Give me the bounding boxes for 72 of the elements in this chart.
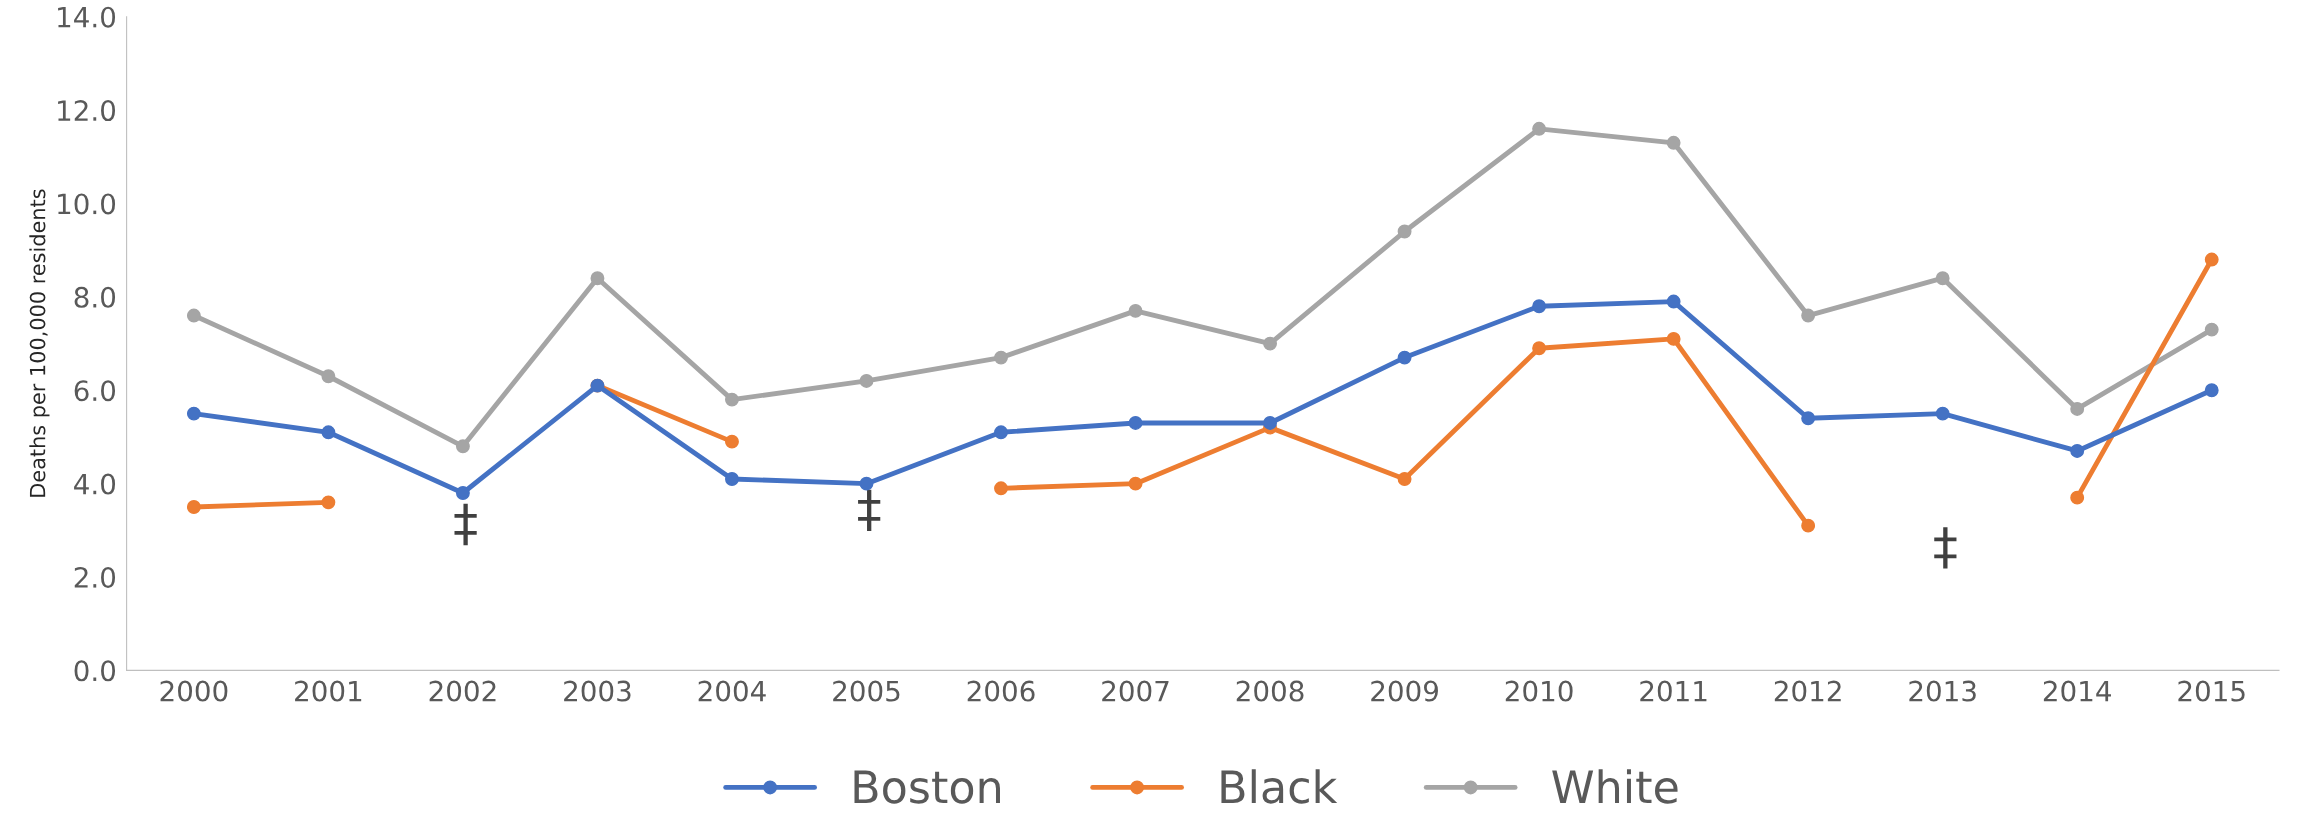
point [2070,490,2085,505]
point [1128,303,1143,318]
point [725,472,739,486]
point [2070,401,2085,416]
point [1666,331,1681,346]
point [2070,444,2085,458]
point [186,406,201,421]
point [1532,121,1547,136]
x-tick-label: 2012 [1774,680,1841,702]
point [321,369,336,384]
x-tick-label: 2007 [1102,680,1169,702]
x-tick-label: 2006 [967,680,1035,702]
y-tick-label: 0.0 [74,660,116,682]
y-axis-title: Deaths per 100,000 residents [29,189,50,497]
x-tick-label: 2000 [160,680,228,702]
point [1532,341,1547,356]
point [2204,383,2219,398]
point [994,350,1008,365]
point [1263,336,1278,351]
point [1666,294,1681,309]
point [1666,135,1681,150]
point [1935,271,1950,286]
x-tick-label: 2015 [2178,680,2245,702]
annotation: ‡ [858,489,881,532]
x-tick-label: 2014 [2043,680,2111,702]
point [1532,299,1547,314]
point [725,434,739,449]
y-tick-label: 6.0 [74,380,116,402]
x-tick-label: 2013 [1909,680,1976,702]
x-tick-label: 2009 [1371,680,1438,702]
point [1801,518,1816,533]
legend-label: Black [1221,769,1338,804]
point [2204,322,2219,337]
point [1397,224,1412,239]
x-tick-label: 2008 [1236,680,1304,702]
legend-label: Boston [854,770,1000,804]
point [1128,476,1143,491]
point [1801,411,1816,426]
annotation: ‡ [1934,527,1957,569]
x-tick-label: 2011 [1640,680,1707,702]
point [994,425,1008,440]
point [321,425,336,440]
point [1397,472,1412,486]
x-tick-label: 2005 [833,680,900,702]
point [590,271,605,286]
point [186,500,201,514]
point [994,481,1008,496]
x-tick-label: 2002 [429,680,496,702]
x-tick-label: 2003 [564,680,631,702]
y-tick-label: 2.0 [74,566,116,588]
point [1128,416,1143,430]
point [455,486,470,500]
point [186,308,201,323]
point [1263,416,1278,430]
x-tick-label: 2010 [1505,680,1573,702]
point [1397,350,1412,365]
x-tick-label: 2001 [295,680,362,702]
y-tick-label: 10.0 [58,193,116,215]
y-tick-label: 4.0 [74,473,116,495]
point [2204,252,2219,267]
y-tick-label: 14.0 [58,6,116,28]
point [725,392,739,407]
legend-label: White [1552,769,1678,804]
y-tick-label: 12.0 [58,100,116,122]
point [455,439,470,454]
point [321,495,336,510]
point [1801,308,1816,323]
y-tick-label: 8.0 [74,286,116,308]
x-tick-label: 2004 [698,680,766,702]
point [859,373,874,388]
point [1935,406,1950,421]
annotation: ‡ [454,503,477,546]
